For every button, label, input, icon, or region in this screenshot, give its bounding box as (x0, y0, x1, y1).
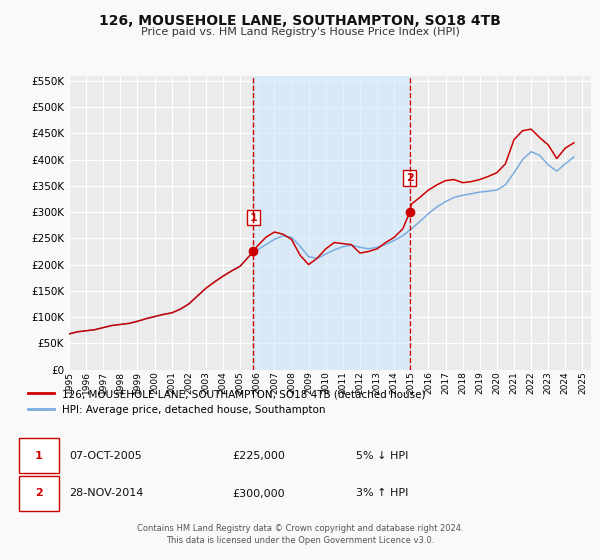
Text: £225,000: £225,000 (232, 451, 285, 461)
Text: 2: 2 (35, 488, 43, 498)
Text: 07-OCT-2005: 07-OCT-2005 (69, 451, 142, 461)
Text: Contains HM Land Registry data © Crown copyright and database right 2024.: Contains HM Land Registry data © Crown c… (137, 524, 463, 533)
Text: 1: 1 (250, 213, 257, 223)
Text: This data is licensed under the Open Government Licence v3.0.: This data is licensed under the Open Gov… (166, 536, 434, 545)
Text: Price paid vs. HM Land Registry's House Price Index (HPI): Price paid vs. HM Land Registry's House … (140, 27, 460, 37)
Text: 1: 1 (35, 451, 43, 461)
Text: 5% ↓ HPI: 5% ↓ HPI (356, 451, 409, 461)
Text: 2: 2 (406, 173, 413, 183)
Text: 28-NOV-2014: 28-NOV-2014 (69, 488, 143, 498)
FancyBboxPatch shape (19, 438, 59, 473)
Text: 3% ↑ HPI: 3% ↑ HPI (356, 488, 409, 498)
Text: £300,000: £300,000 (232, 488, 285, 498)
FancyBboxPatch shape (19, 476, 59, 511)
Bar (253, 76, 410, 370)
Text: 126, MOUSEHOLE LANE, SOUTHAMPTON, SO18 4TB: 126, MOUSEHOLE LANE, SOUTHAMPTON, SO18 4… (99, 14, 501, 28)
Legend: 126, MOUSEHOLE LANE, SOUTHAMPTON, SO18 4TB (detached house), HPI: Average price,: 126, MOUSEHOLE LANE, SOUTHAMPTON, SO18 4… (23, 385, 430, 419)
